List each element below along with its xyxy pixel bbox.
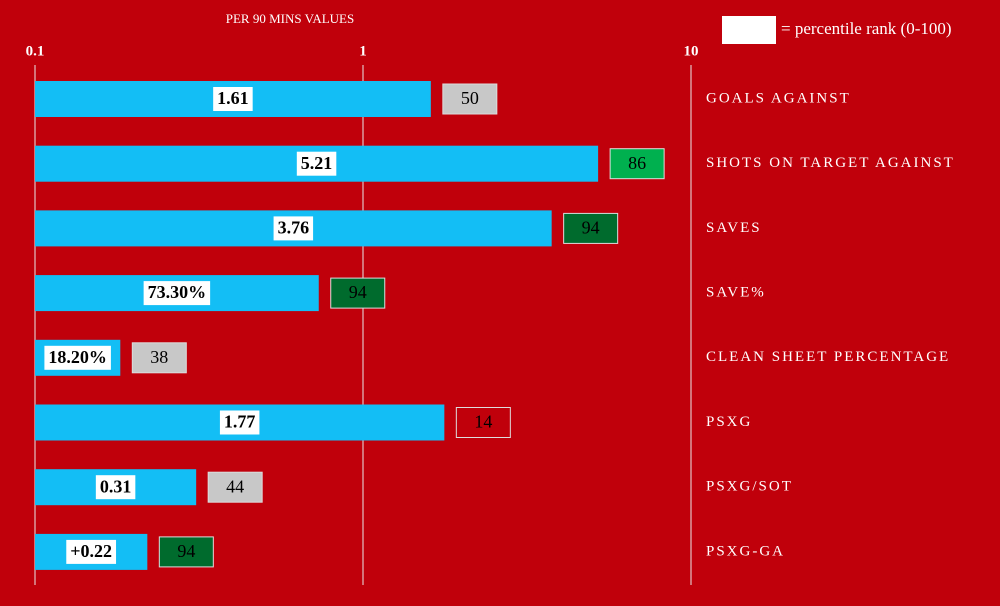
category-label: SAVES bbox=[706, 220, 762, 236]
x-tick-label: 10 bbox=[684, 43, 699, 59]
percentile-box bbox=[131, 342, 187, 374]
percentile-box bbox=[207, 471, 263, 503]
percentile-box bbox=[442, 83, 498, 115]
value-label-box bbox=[95, 475, 136, 500]
category-label: SAVE% bbox=[706, 285, 766, 301]
percentile-label: 38 bbox=[150, 347, 168, 367]
x-tick-label: 0.1 bbox=[26, 43, 45, 59]
value-label-box bbox=[273, 216, 314, 241]
percentile-label: 86 bbox=[628, 153, 646, 173]
x-tick-label: 1 bbox=[359, 43, 367, 59]
percentile-box bbox=[455, 407, 511, 438]
percentile-label: 94 bbox=[177, 541, 195, 561]
category-label: GOALS AGAINST bbox=[706, 90, 851, 106]
percentile-label: 44 bbox=[226, 476, 244, 496]
category-label: CLEAN SHEET PERCENTAGE bbox=[706, 349, 950, 365]
value-label: 5.21 bbox=[301, 153, 333, 173]
percentile-box bbox=[158, 536, 214, 568]
legend-swatch bbox=[722, 16, 776, 44]
category-label: PSXG/SOT bbox=[706, 479, 793, 495]
value-label: 18.20% bbox=[48, 347, 107, 367]
value-label-box bbox=[296, 151, 337, 176]
value-label-box bbox=[143, 281, 211, 306]
value-label: 1.61 bbox=[217, 88, 249, 108]
x-axis-label: PER 90 MINS VALUES bbox=[226, 11, 354, 26]
legend-label: = percentile rank (0-100) bbox=[781, 19, 952, 38]
value-label-box bbox=[44, 345, 111, 370]
percentile-box bbox=[609, 148, 665, 180]
percentile-label: 14 bbox=[474, 412, 492, 432]
value-label-box bbox=[213, 87, 253, 111]
value-label: 0.31 bbox=[100, 476, 132, 496]
value-label: 3.76 bbox=[278, 218, 310, 238]
percentile-label: 50 bbox=[461, 88, 479, 108]
value-label-box bbox=[219, 410, 260, 435]
value-label: 73.30% bbox=[148, 282, 207, 302]
value-label: 1.77 bbox=[224, 412, 256, 432]
percentile-label: 94 bbox=[582, 218, 600, 238]
value-label-box bbox=[66, 539, 117, 564]
category-label: PSXG bbox=[706, 414, 752, 430]
percentile-box bbox=[330, 277, 386, 309]
value-label: +0.22 bbox=[70, 541, 112, 561]
category-label: SHOTS ON TARGET AGAINST bbox=[706, 155, 955, 171]
percentile-label: 94 bbox=[349, 282, 367, 302]
percentile-box bbox=[563, 212, 619, 244]
category-label: PSXG-GA bbox=[706, 543, 785, 559]
